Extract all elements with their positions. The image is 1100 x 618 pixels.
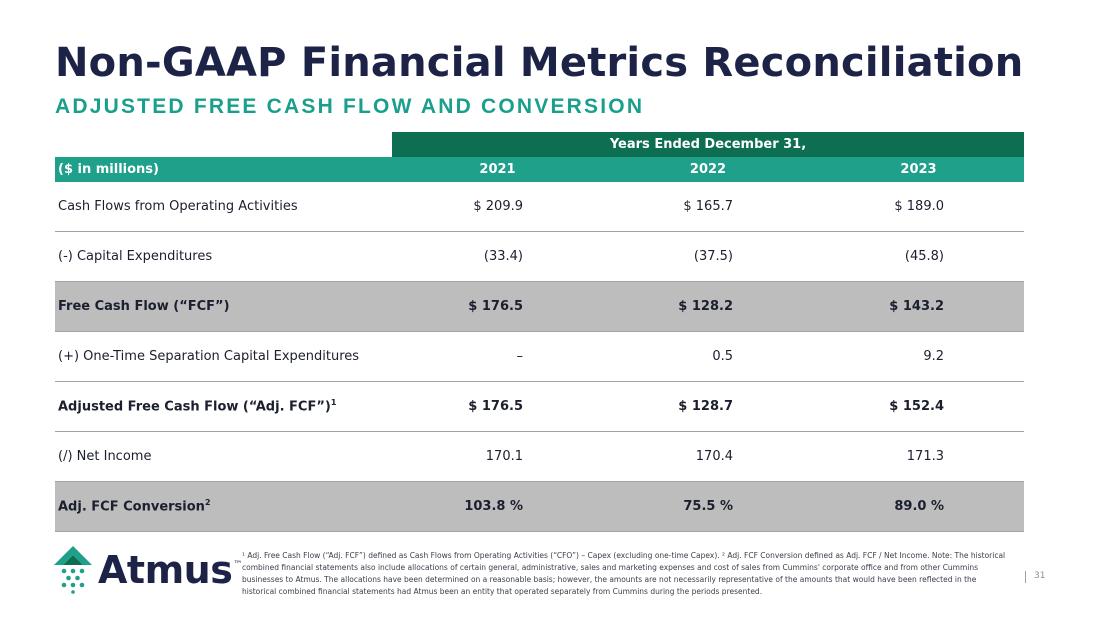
cell-value: 89.0 %: [813, 481, 1024, 532]
table-row-fcf-conversion: Adj. FCF Conversion2 103.8 % 75.5 % 89.0…: [55, 481, 1024, 532]
cell-value: $ 176.5: [392, 281, 603, 332]
atmus-logo-text: Atmus: [98, 548, 233, 592]
cell-value: (33.4): [392, 231, 603, 282]
table-row-operating-cash-flows: Cash Flows from Operating Activities $ 2…: [55, 182, 1024, 232]
cell-value: 103.8 %: [392, 481, 603, 532]
cell-value: 9.2: [813, 331, 1024, 382]
cell-value: (45.8): [813, 231, 1024, 282]
cell-value: $ 176.5: [392, 381, 603, 432]
cell-value: 170.1: [392, 431, 603, 482]
atmus-logo-mark-icon: [54, 546, 92, 594]
atmus-logo: Atmus ™: [54, 546, 242, 594]
cell-value: 0.5: [603, 331, 813, 382]
row-label-text: Adjusted Free Cash Flow (“Adj. FCF”): [58, 399, 331, 415]
year-header-2021: 2021: [392, 157, 603, 182]
page-subtitle: ADJUSTED FREE CASH FLOW AND CONVERSION: [55, 95, 645, 118]
cell-value: $ 209.9: [392, 182, 603, 232]
cell-value: $ 165.7: [603, 182, 813, 232]
row-label: Adj. FCF Conversion2: [55, 481, 392, 532]
cell-value: 170.4: [603, 431, 813, 482]
table-header-row: ($ in millions) 2021 2022 2023: [55, 157, 1024, 182]
cell-value: 171.3: [813, 431, 1024, 482]
table-row-free-cash-flow: Free Cash Flow (“FCF”) $ 176.5 $ 128.2 $…: [55, 281, 1024, 332]
trademark-symbol: ™: [233, 560, 243, 570]
row-label: Adjusted Free Cash Flow (“Adj. FCF”)1: [55, 381, 392, 432]
table-row-capital-expenditures: (-) Capital Expenditures (33.4) (37.5) (…: [55, 231, 1024, 282]
year-header-2022: 2022: [603, 157, 813, 182]
footnote-marker: 2: [204, 498, 211, 508]
cell-value: $ 128.2: [603, 281, 813, 332]
reconciliation-table: ($ in millions) 2021 2022 2023 Cash Flow…: [55, 157, 1024, 532]
footnote-text: ¹ Adj. Free Cash Flow (“Adj. FCF”) defin…: [242, 551, 1006, 596]
table-row-net-income: (/) Net Income 170.1 170.4 171.3: [55, 431, 1024, 482]
years-group-header: Years Ended December 31,: [392, 132, 1024, 157]
row-label: (/) Net Income: [55, 431, 392, 482]
cell-value: $ 143.2: [813, 281, 1024, 332]
row-label-text: Adj. FCF Conversion: [58, 499, 205, 515]
year-header-2023: 2023: [813, 157, 1024, 182]
page-number: 31: [1034, 571, 1046, 581]
cell-value: 75.5 %: [603, 481, 813, 532]
row-label: (-) Capital Expenditures: [55, 231, 392, 282]
cell-value: $ 189.0: [813, 182, 1024, 232]
row-label: (+) One-Time Separation Capital Expendit…: [55, 331, 392, 382]
cell-value: $ 152.4: [813, 381, 1024, 432]
footnote-marker: 1: [330, 398, 337, 408]
table-row-separation-capex: (+) One-Time Separation Capital Expendit…: [55, 331, 1024, 382]
cell-value: –: [392, 331, 603, 382]
units-header: ($ in millions): [55, 157, 392, 182]
row-label: Cash Flows from Operating Activities: [55, 182, 392, 232]
page-title: Non-GAAP Financial Metrics Reconciliatio…: [55, 40, 1024, 86]
cell-value: $ 128.7: [603, 381, 813, 432]
table-row-adjusted-free-cash-flow: Adjusted Free Cash Flow (“Adj. FCF”)1 $ …: [55, 381, 1024, 432]
cell-value: (37.5): [603, 231, 813, 282]
row-label: Free Cash Flow (“FCF”): [55, 281, 392, 332]
page-number-divider: [1025, 571, 1026, 583]
